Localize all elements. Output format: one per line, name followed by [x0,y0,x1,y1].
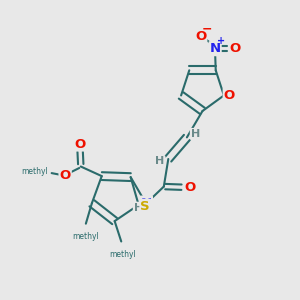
Text: O: O [74,137,86,151]
Text: methyl: methyl [110,250,136,259]
Text: methyl: methyl [72,232,99,241]
Text: H: H [155,156,164,167]
Text: O: O [229,42,241,55]
Text: N: N [141,196,152,210]
Text: H: H [191,129,200,139]
Text: H: H [134,202,143,213]
Text: −: − [202,23,212,36]
Text: O: O [184,181,196,194]
Text: O: O [59,169,71,182]
Text: +: + [217,37,225,46]
Text: methyl: methyl [21,167,48,176]
Text: N: N [210,42,221,55]
Text: O: O [195,30,206,43]
Text: S: S [140,200,150,213]
Text: O: O [224,89,235,102]
